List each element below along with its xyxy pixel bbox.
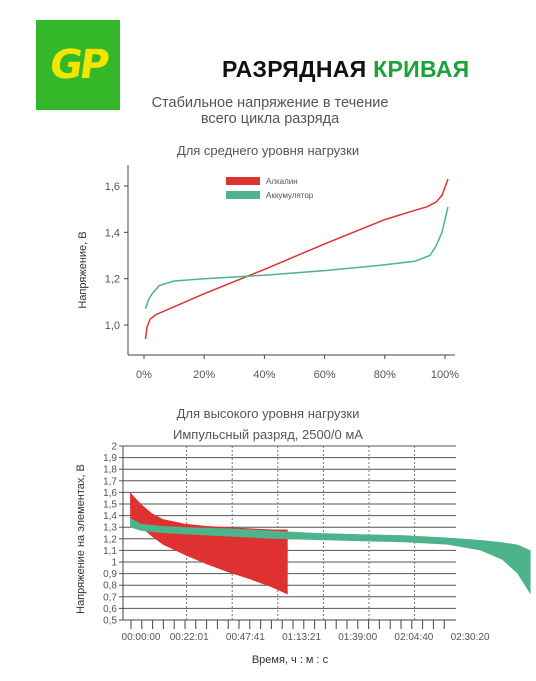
chart1-y-tick-label: 1,2 (105, 274, 120, 286)
chart1-y-tick-label: 1,4 (105, 227, 120, 239)
subtitle-line-2: всего цикла разряда (200, 111, 340, 127)
chart1-x-tick-label: 80% (374, 369, 396, 381)
chart2-x-tick-label: 01:13:21 (282, 632, 321, 643)
chart2-y-tick-label: 2 (111, 442, 117, 453)
chart2-x-tick-label: 02:30:20 (451, 632, 490, 643)
chart2-y-tick-label: 1,3 (103, 523, 117, 534)
chart2-y-tick-label: 1,8 (103, 465, 117, 476)
chart1-legend-swatch-accumulator (226, 191, 260, 199)
chart1-legend-swatch-alkaline (226, 177, 260, 185)
chart1-x-tick-label: 40% (253, 369, 275, 381)
title-main: РАЗРЯДНАЯ (222, 56, 374, 82)
chart2-y-tick-label: 1,4 (103, 511, 117, 522)
chart2-x-tick-label: 02:04:40 (394, 632, 433, 643)
chart2-y-axis-label: Напряжение на элементах, В (75, 464, 87, 614)
chart2-y-tick-label: 0,6 (103, 604, 117, 615)
chart1-y-axis-label: Напряжение, В (77, 231, 89, 308)
chart2-y-tick-label: 0,5 (103, 616, 117, 627)
gp-logo: GP (36, 20, 120, 110)
chart1-y-tick-label: 1,0 (105, 320, 120, 332)
chart2-x-tick-label: 01:39:00 (338, 632, 377, 643)
chart2-series-alkaline-area (130, 492, 288, 595)
chart1-legend-label-alkaline: Алкалин (266, 177, 298, 186)
chart1-series-accumulator-line (144, 206, 449, 310)
chart2-subtitle: Импульсный разряд, 2500/0 мА (173, 427, 363, 442)
page-title: РАЗРЯДНАЯ КРИВАЯ (222, 56, 470, 83)
chart2-y-tick-label: 1,5 (103, 500, 117, 511)
chart2-y-tick-label: 1 (111, 558, 117, 569)
chart2-y-tick-label: 1,6 (103, 488, 117, 499)
chart2-title: Для высокого уровня нагрузки (176, 406, 360, 421)
chart2-x-axis-label: Время, ч : м : с (252, 654, 329, 666)
chart2-y-tick-label: 1,1 (103, 546, 117, 557)
chart2-y-tick-label: 0,7 (103, 592, 117, 603)
chart2-x-tick-label: 00:00:00 (122, 632, 161, 643)
chart1-title: Для среднего уровня нагрузки (176, 143, 360, 158)
chart2-y-tick-label: 1,9 (103, 453, 117, 464)
chart2-y-tick-label: 1,2 (103, 534, 117, 545)
page-subtitle: Стабильное напряжение в течение всего ци… (140, 95, 400, 127)
chart1-x-tick-label: 0% (136, 369, 152, 381)
chart1-y-tick-label: 1,6 (105, 181, 120, 193)
chart1-x-tick-label: 100% (431, 369, 459, 381)
chart1-x-tick-label: 60% (314, 369, 336, 381)
subtitle-line-1: Стабильное напряжение в течение (151, 95, 389, 111)
chart1-series-alkaline-line (144, 178, 449, 339)
chart1-legend-label-accumulator: Аккумулятор (266, 191, 314, 200)
chart2-y-tick-label: 1,7 (103, 476, 117, 487)
chart2-y-tick-label: 0,8 (103, 581, 117, 592)
chart2-x-tick-label: 00:22:01 (170, 632, 209, 643)
chart1-x-tick-label: 20% (193, 369, 215, 381)
title-accent: КРИВАЯ (373, 56, 470, 82)
chart2-y-tick-label: 0,9 (103, 569, 117, 580)
chart2-series-accumulator-area (130, 517, 531, 595)
chart2-x-tick-label: 00:47:41 (226, 632, 265, 643)
